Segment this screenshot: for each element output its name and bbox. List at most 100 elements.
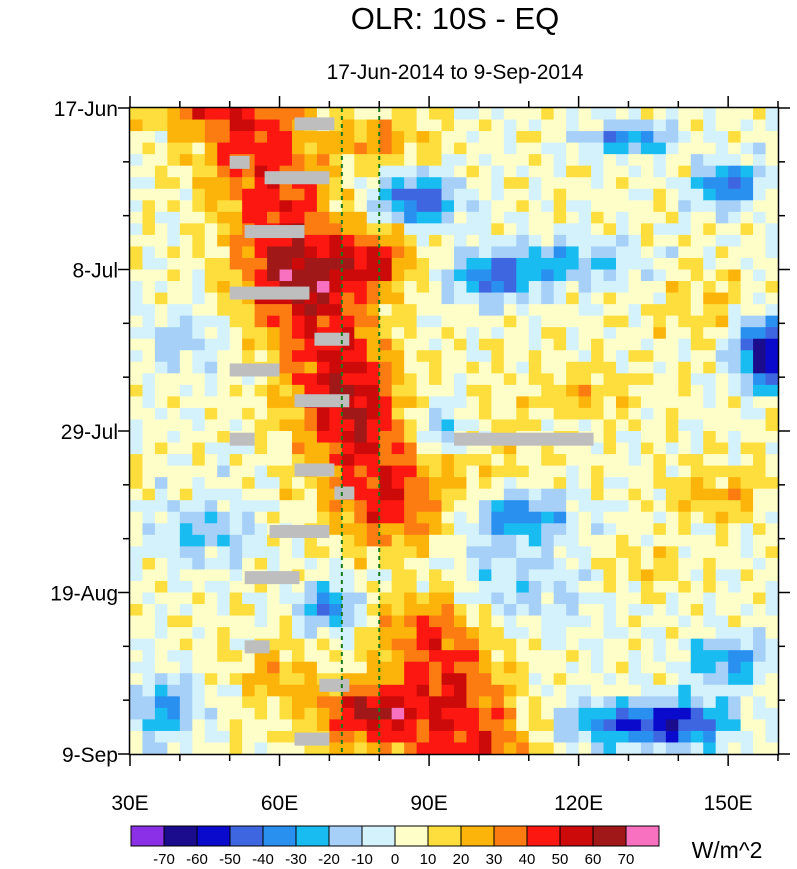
field-cell xyxy=(541,488,555,501)
field-cell xyxy=(628,500,642,513)
field-cell xyxy=(553,338,567,351)
field-cell xyxy=(603,454,617,467)
field-cell xyxy=(316,696,330,709)
field-cell xyxy=(204,396,218,409)
field-cell xyxy=(690,557,704,571)
field-cell xyxy=(478,684,492,697)
field-cell xyxy=(454,546,468,559)
field-cell xyxy=(728,523,742,536)
field-cell xyxy=(516,257,530,271)
field-cell xyxy=(267,557,281,571)
field-cell xyxy=(404,627,418,640)
field-cell xyxy=(429,281,443,294)
x-tick-label: 90E xyxy=(410,792,447,815)
field-cell xyxy=(130,465,144,478)
field-cell xyxy=(316,557,330,571)
field-cell xyxy=(441,108,455,121)
field-cell xyxy=(441,465,455,478)
field-cell xyxy=(229,315,243,328)
field-cell xyxy=(217,281,231,294)
field-cell xyxy=(765,200,779,213)
field-cell xyxy=(242,604,256,617)
field-cell xyxy=(491,257,505,271)
field-cell xyxy=(341,569,355,582)
field-cell xyxy=(516,615,530,628)
field-cell xyxy=(665,177,679,190)
field-cell xyxy=(341,269,355,282)
field-cell xyxy=(329,108,343,121)
field-cell xyxy=(690,650,704,663)
field-cell xyxy=(292,707,306,720)
field-cell xyxy=(329,246,343,259)
field-cell xyxy=(478,234,492,248)
field-cell xyxy=(690,546,704,559)
field-cell xyxy=(478,465,492,478)
field-cell xyxy=(454,696,468,709)
field-cell xyxy=(678,534,692,547)
field-cell xyxy=(179,673,193,686)
field-cell xyxy=(665,373,679,386)
field-cell xyxy=(229,327,243,340)
field-cell xyxy=(391,592,405,605)
field-cell xyxy=(341,534,355,547)
field-cell xyxy=(341,211,355,224)
field-cell xyxy=(566,154,580,167)
field-cell xyxy=(217,292,231,305)
field-cell xyxy=(528,707,542,720)
field-cell xyxy=(516,223,530,236)
field-cell xyxy=(179,269,193,282)
field-cell xyxy=(454,373,468,386)
field-cell xyxy=(192,730,206,744)
field-cell xyxy=(154,719,168,732)
field-cell xyxy=(491,200,505,213)
field-cell xyxy=(454,684,468,697)
field-cell xyxy=(603,673,617,686)
field-cell xyxy=(591,569,605,582)
colorbar-label: -50 xyxy=(219,851,241,868)
field-cell xyxy=(466,730,480,744)
field-cell xyxy=(366,569,380,582)
field-cell xyxy=(154,569,168,582)
field-cell xyxy=(740,292,754,305)
field-cell xyxy=(753,592,767,605)
field-cell xyxy=(130,396,144,409)
field-cell xyxy=(553,696,567,709)
field-cell xyxy=(478,350,492,363)
colorbar-label: -10 xyxy=(351,851,373,868)
field-cell xyxy=(379,604,393,617)
field-cell xyxy=(329,257,343,271)
field-cell xyxy=(292,200,306,213)
field-cell xyxy=(404,246,418,259)
field-cell xyxy=(254,673,268,686)
field-cell xyxy=(765,696,779,709)
field-cell xyxy=(703,569,717,582)
field-cell xyxy=(640,673,654,686)
field-cell xyxy=(441,119,455,132)
field-cell xyxy=(703,281,717,294)
field-cell xyxy=(491,361,505,374)
colorbar-label: 40 xyxy=(519,851,536,868)
field-cell xyxy=(628,396,642,409)
field-cell xyxy=(578,638,592,651)
field-cell xyxy=(279,442,293,455)
field-cell xyxy=(354,407,368,421)
field-cell xyxy=(341,730,355,744)
field-cell xyxy=(640,315,654,328)
field-cell xyxy=(242,396,256,409)
field-cell xyxy=(628,604,642,617)
field-cell xyxy=(130,673,144,686)
field-cell xyxy=(703,477,717,490)
field-cell xyxy=(416,615,430,628)
field-cell xyxy=(454,615,468,628)
field-cell xyxy=(628,350,642,363)
field-cell xyxy=(154,511,168,524)
field-cell xyxy=(466,592,480,605)
field-cell xyxy=(379,315,393,328)
field-cell xyxy=(678,373,692,386)
field-cell xyxy=(142,557,156,571)
field-cell xyxy=(478,246,492,259)
field-cell xyxy=(429,338,443,351)
field-cell xyxy=(379,580,393,594)
field-cell xyxy=(491,661,505,674)
field-cell xyxy=(753,327,767,340)
